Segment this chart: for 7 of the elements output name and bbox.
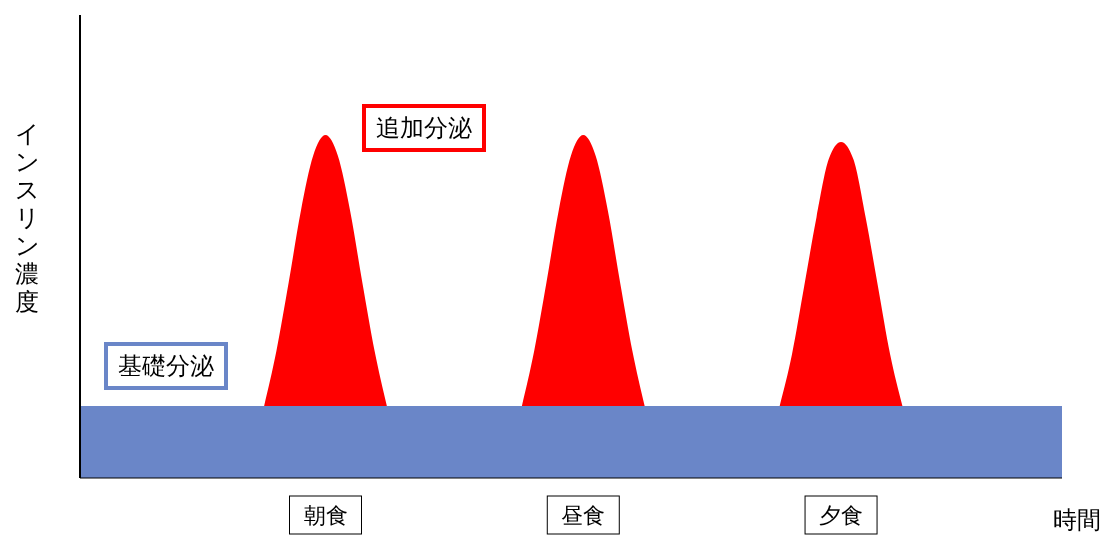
x-tick-label: 朝食 xyxy=(303,503,348,528)
x-tick-label: 夕食 xyxy=(819,503,864,528)
y-axis-title: インスリン濃度 xyxy=(14,120,40,316)
x-axis-title: 時間 xyxy=(1053,505,1101,536)
x-tick-label: 昼食 xyxy=(561,503,606,528)
series-label: 追加分泌 xyxy=(362,104,486,152)
band-label: 基礎分泌 xyxy=(104,342,228,390)
